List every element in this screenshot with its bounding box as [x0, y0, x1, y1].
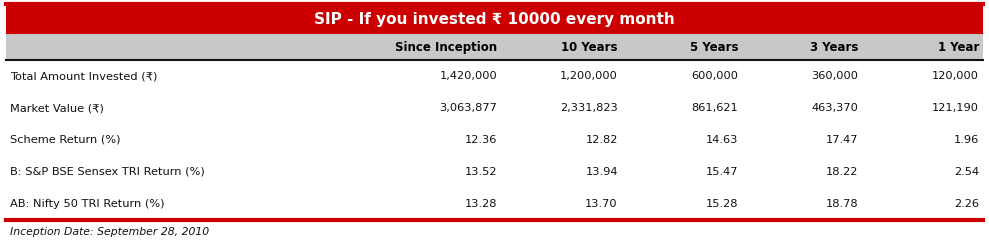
Text: 15.47: 15.47 — [706, 167, 738, 177]
Text: 3,063,877: 3,063,877 — [439, 103, 497, 113]
Text: 14.63: 14.63 — [706, 135, 738, 145]
Text: 360,000: 360,000 — [812, 71, 858, 81]
Text: 2.54: 2.54 — [953, 167, 979, 177]
Text: 600,000: 600,000 — [691, 71, 738, 81]
Text: 13.94: 13.94 — [585, 167, 618, 177]
Bar — [6, 156, 983, 188]
Text: Scheme Return (%): Scheme Return (%) — [10, 135, 121, 145]
Bar — [6, 188, 983, 220]
Bar — [6, 92, 983, 124]
Text: Since Inception: Since Inception — [396, 41, 497, 54]
Text: Market Value (₹): Market Value (₹) — [10, 103, 104, 113]
Text: 1.96: 1.96 — [953, 135, 979, 145]
Text: 17.47: 17.47 — [826, 135, 858, 145]
Text: 1 Year: 1 Year — [938, 41, 979, 54]
Text: 18.22: 18.22 — [826, 167, 858, 177]
Text: 13.70: 13.70 — [585, 199, 618, 209]
Text: 5 Years: 5 Years — [689, 41, 738, 54]
Text: Inception Date: September 28, 2010: Inception Date: September 28, 2010 — [10, 227, 209, 237]
Text: 2.26: 2.26 — [954, 199, 979, 209]
Text: 3 Years: 3 Years — [810, 41, 858, 54]
Bar — [6, 34, 983, 60]
Text: 12.82: 12.82 — [585, 135, 618, 145]
Text: 121,190: 121,190 — [932, 103, 979, 113]
Bar — [6, 60, 983, 92]
Text: 1,200,000: 1,200,000 — [560, 71, 618, 81]
Bar — [6, 124, 983, 156]
Text: AB: Nifty 50 TRI Return (%): AB: Nifty 50 TRI Return (%) — [10, 199, 164, 209]
Text: SIP - If you invested ₹ 10000 every month: SIP - If you invested ₹ 10000 every mont… — [315, 12, 674, 26]
Text: 1,420,000: 1,420,000 — [440, 71, 497, 81]
Text: 12.36: 12.36 — [465, 135, 497, 145]
Text: 2,331,823: 2,331,823 — [560, 103, 618, 113]
Bar — [6, 4, 983, 34]
Text: 120,000: 120,000 — [932, 71, 979, 81]
Text: Total Amount Invested (₹): Total Amount Invested (₹) — [10, 71, 157, 81]
Text: 15.28: 15.28 — [706, 199, 738, 209]
Text: B: S&P BSE Sensex TRI Return (%): B: S&P BSE Sensex TRI Return (%) — [10, 167, 205, 177]
Text: 18.78: 18.78 — [826, 199, 858, 209]
Text: 861,621: 861,621 — [691, 103, 738, 113]
Text: 13.28: 13.28 — [465, 199, 497, 209]
Text: 10 Years: 10 Years — [562, 41, 618, 54]
Text: 463,370: 463,370 — [812, 103, 858, 113]
Text: 13.52: 13.52 — [465, 167, 497, 177]
